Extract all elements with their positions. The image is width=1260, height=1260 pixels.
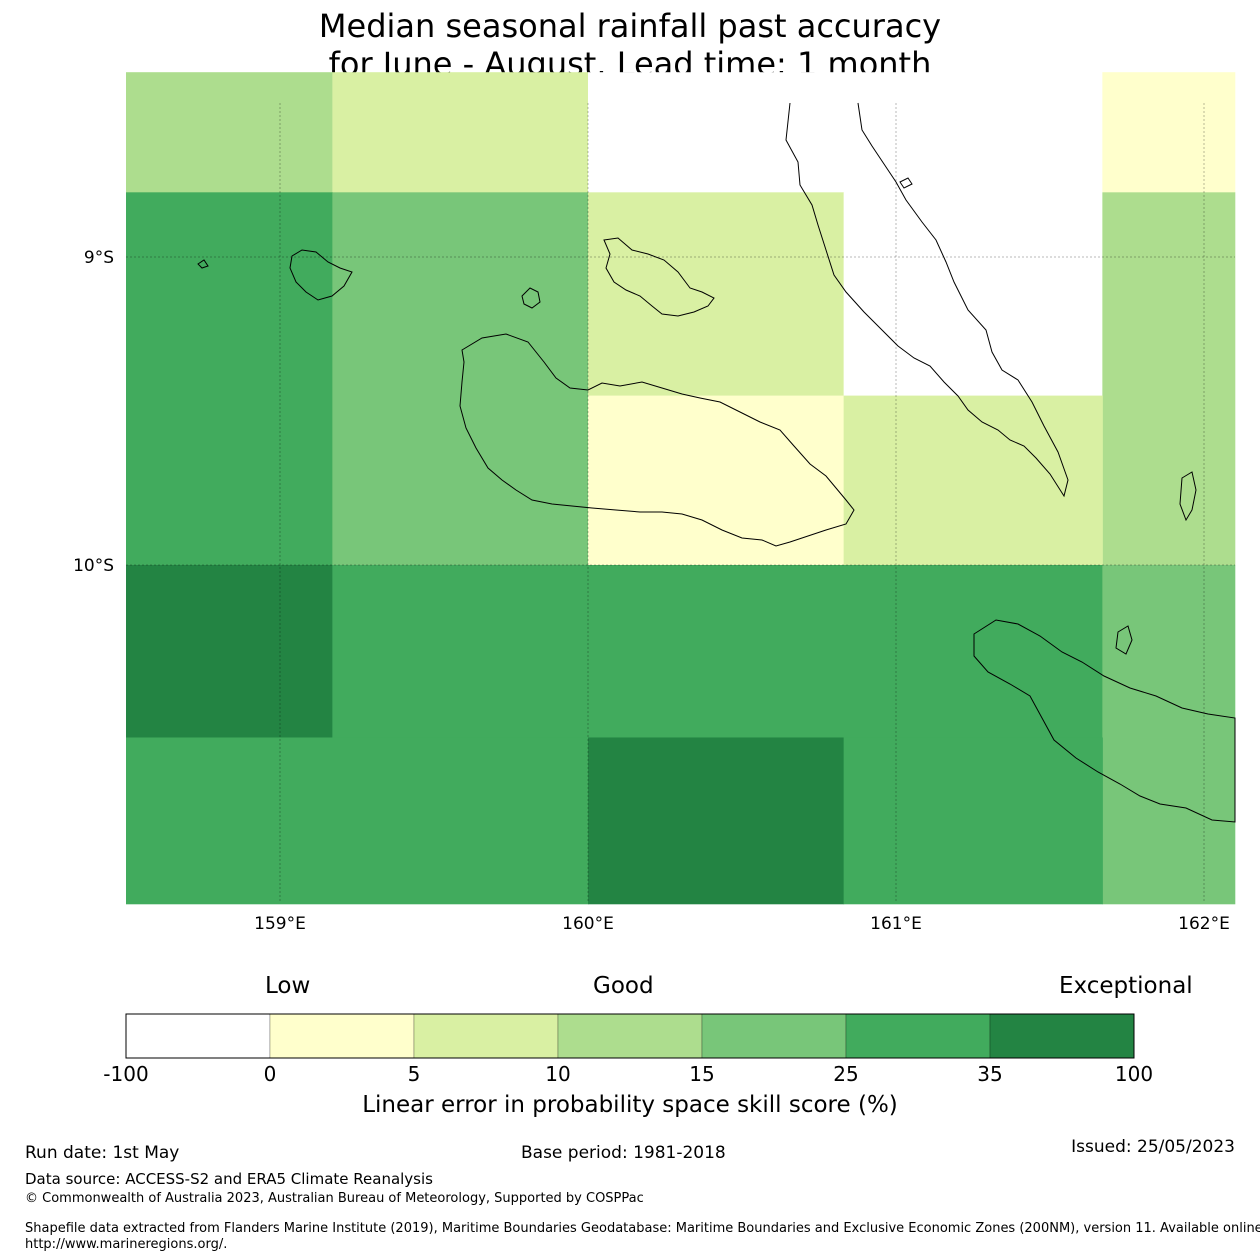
lon-label-161e: 161°E — [870, 914, 922, 934]
coastline-florida-islands — [603, 237, 715, 317]
skill-cell — [126, 192, 333, 566]
colorbar-word-exceptional: Exceptional — [1059, 973, 1193, 999]
skill-cell — [126, 737, 589, 905]
coastline-santa-isabel — [785, 102, 1069, 498]
colorbar-tick-label: -100 — [103, 1062, 148, 1086]
skill-cell — [1102, 192, 1236, 566]
skill-cell — [588, 192, 845, 397]
coastline-islet-north — [899, 177, 913, 189]
colorbar-segments — [125, 1013, 1135, 1059]
coastlines — [197, 102, 1236, 823]
colorbar-segment — [269, 1013, 415, 1059]
map-title-line-1: Median seasonal rainfall past accuracy — [318, 7, 942, 45]
colorbar-segment — [701, 1013, 847, 1059]
skill-cell — [332, 565, 1103, 738]
shapefile-credit-line-1: Shapefile data extracted from Flanders M… — [25, 1221, 1260, 1236]
skill-cell — [126, 565, 333, 738]
colorbar-segment — [413, 1013, 559, 1059]
colorbar-segment — [125, 1013, 271, 1059]
issued-date: Issued: 25/05/2023 — [1071, 1137, 1235, 1157]
skill-cell — [1102, 565, 1236, 905]
colorbar-frame — [125, 1013, 1135, 1059]
latitude-labels: 9°S 10°S — [73, 248, 114, 576]
skill-cell — [843, 395, 1103, 566]
colorbar-tick-label: 25 — [833, 1062, 858, 1086]
coastline-guadalcanal — [459, 333, 855, 547]
lon-label-162e: 162°E — [1178, 914, 1230, 934]
coastline-savo-island — [521, 287, 541, 309]
skill-cell — [588, 395, 845, 566]
skill-cell — [126, 72, 333, 193]
colorbar-tick-label: 5 — [408, 1062, 421, 1086]
skill-cell — [332, 72, 589, 193]
lon-label-160e: 160°E — [562, 914, 614, 934]
lat-label-10s: 10°S — [73, 556, 114, 576]
skill-cell — [843, 192, 1103, 397]
skill-cell — [332, 192, 589, 566]
run-date: Run date: 1st May — [25, 1143, 180, 1163]
data-source: Data source: ACCESS-S2 and ERA5 Climate … — [25, 1170, 433, 1188]
skill-cells — [126, 72, 1236, 905]
colorbar-word-low: Low — [265, 973, 311, 999]
coastline-small-islet-west — [197, 259, 209, 269]
colorbar-segment — [845, 1013, 991, 1059]
skill-cell — [843, 737, 1103, 905]
skill-cell — [588, 72, 1103, 193]
colorbar: -100 0 5 10 15 25 35 100 — [103, 1013, 1153, 1086]
colorbar-tick-label: 35 — [977, 1062, 1002, 1086]
colorbar-tick-label: 100 — [1115, 1062, 1153, 1086]
colorbar-tick-labels: -100 0 5 10 15 25 35 100 — [103, 1062, 1153, 1086]
lon-label-159e: 159°E — [254, 914, 306, 934]
colorbar-segment — [989, 1013, 1135, 1059]
colorbar-segment — [557, 1013, 703, 1059]
longitude-labels: 159°E 160°E 161°E 162°E — [254, 914, 1230, 934]
colorbar-tick-label: 0 — [264, 1062, 277, 1086]
coastline-makira — [973, 619, 1236, 823]
skill-cell — [588, 737, 845, 905]
coastline-ugi-island — [1115, 625, 1133, 655]
colorbar-word-good: Good — [593, 973, 654, 999]
copyright-notice: © Commonwealth of Australia 2023, Austra… — [25, 1191, 644, 1206]
colorbar-tick-label: 10 — [545, 1062, 570, 1086]
graticule — [126, 103, 1235, 903]
coastline-russell-islands — [289, 249, 353, 301]
base-period: Base period: 1981-2018 — [521, 1143, 726, 1163]
coastline-malaita-west — [1179, 471, 1197, 522]
colorbar-title: Linear error in probability space skill … — [362, 1092, 898, 1118]
lat-label-9s: 9°S — [84, 248, 114, 268]
shapefile-credit-line-2: http://www.marineregions.org/. — [25, 1237, 228, 1252]
skill-cell — [1102, 72, 1236, 193]
colorbar-tick-label: 15 — [689, 1062, 714, 1086]
